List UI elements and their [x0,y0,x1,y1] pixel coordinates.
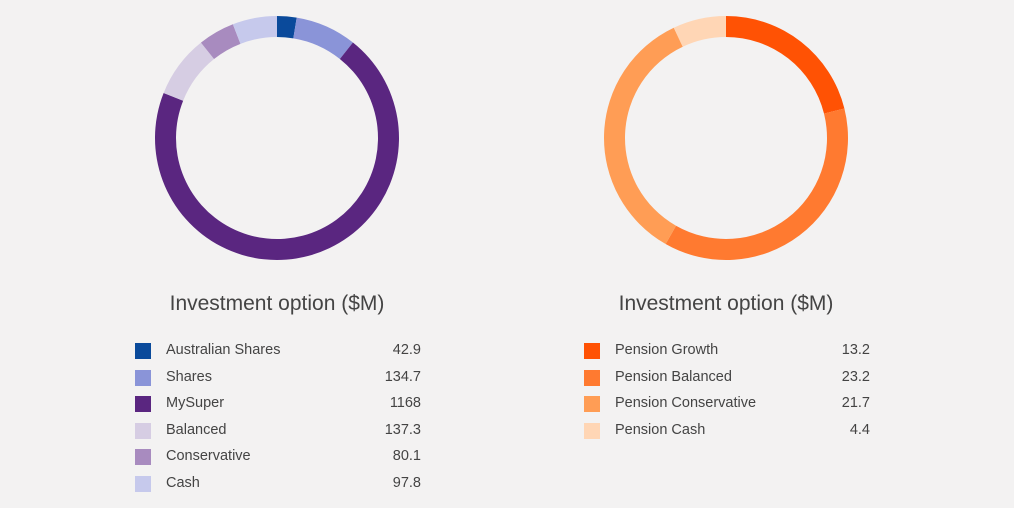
legend-item-shares: Shares 134.7 [135,367,421,394]
donut-slice-conservative [200,24,241,60]
donut-chart-pension [604,16,848,261]
legend-value: 80.1 [392,448,421,464]
legend-label: MySuper [166,395,225,411]
legend-swatch [135,475,151,492]
legend-value: 42.9 [392,342,421,358]
legend-swatch [135,369,151,386]
legend-swatch [135,422,151,439]
chart-legend: Pension Growth 13.2 Pension Balanced 23.2 Pe… [584,340,870,446]
legend-label: Australian Shares [166,342,281,358]
legend-swatch [135,396,151,412]
legend-label: Cash [166,474,200,491]
legend-label: Pension Cash [615,421,706,438]
legend-label: Balanced [166,421,227,438]
donut-slice-pension-cash [673,16,726,47]
legend-swatch [584,396,600,412]
legend-item-pension-balanced: Pension Balanced 23.2 [584,367,870,394]
legend-label: Shares [166,368,212,385]
donut-slice-shares [293,17,353,59]
legend-label: Pension Conservative [615,395,757,411]
legend-item-conservative: Conservative 80.1 [135,446,421,473]
donut-slice-balanced [163,42,215,101]
chart-panel-pension: Investment option ($M) Pension Growth 13.… [506,0,946,508]
chart-title: Investment option ($M) [169,292,385,315]
legend-value: 13.2 [841,342,870,358]
legend-item-pension-conservative: Pension Conservative 21.7 [584,393,870,420]
legend-swatch [135,343,151,359]
donut-slice-pension-conservative [604,27,683,245]
legend-value: 21.7 [841,395,870,411]
legend-value: 23.2 [841,368,870,385]
legend-label: Conservative [166,448,251,464]
legend-item-mysuper: MySuper 1168 [135,393,421,420]
donut-slice-australian-shares [277,16,297,39]
legend-value: 134.7 [384,368,421,385]
legend-swatch [584,343,600,359]
chart-panel-superannuation: Investment option ($M) Australian Shares… [57,0,497,508]
legend-swatch [584,422,600,439]
legend-value: 1168 [389,395,421,411]
legend-item-balanced: Balanced 137.3 [135,420,421,447]
legend-swatch [584,369,600,386]
donut-chart-superannuation [154,16,399,260]
legend-value: 97.8 [392,474,421,491]
legend-label: Pension Growth [615,342,719,358]
donut-slice-pension-balanced [665,108,848,261]
legend-value: 137.3 [384,421,421,438]
chart-title: Investment option ($M) [618,292,834,315]
legend-item-cash: Cash 97.8 [135,473,421,500]
donut-slice-pension-growth [726,16,845,114]
legend-label: Pension Balanced [615,368,732,385]
donut-slice-cash [232,16,277,44]
legend-item-australian-shares: Australian Shares 42.9 [135,340,421,367]
chart-legend: Australian Shares 42.9 Shares 134.7 MySuper 1… [135,340,421,499]
legend-value: 4.4 [849,421,870,438]
legend-swatch [135,449,151,465]
legend-item-pension-growth: Pension Growth 13.2 [584,340,870,367]
legend-item-pension-cash: Pension Cash 4.4 [584,420,870,447]
